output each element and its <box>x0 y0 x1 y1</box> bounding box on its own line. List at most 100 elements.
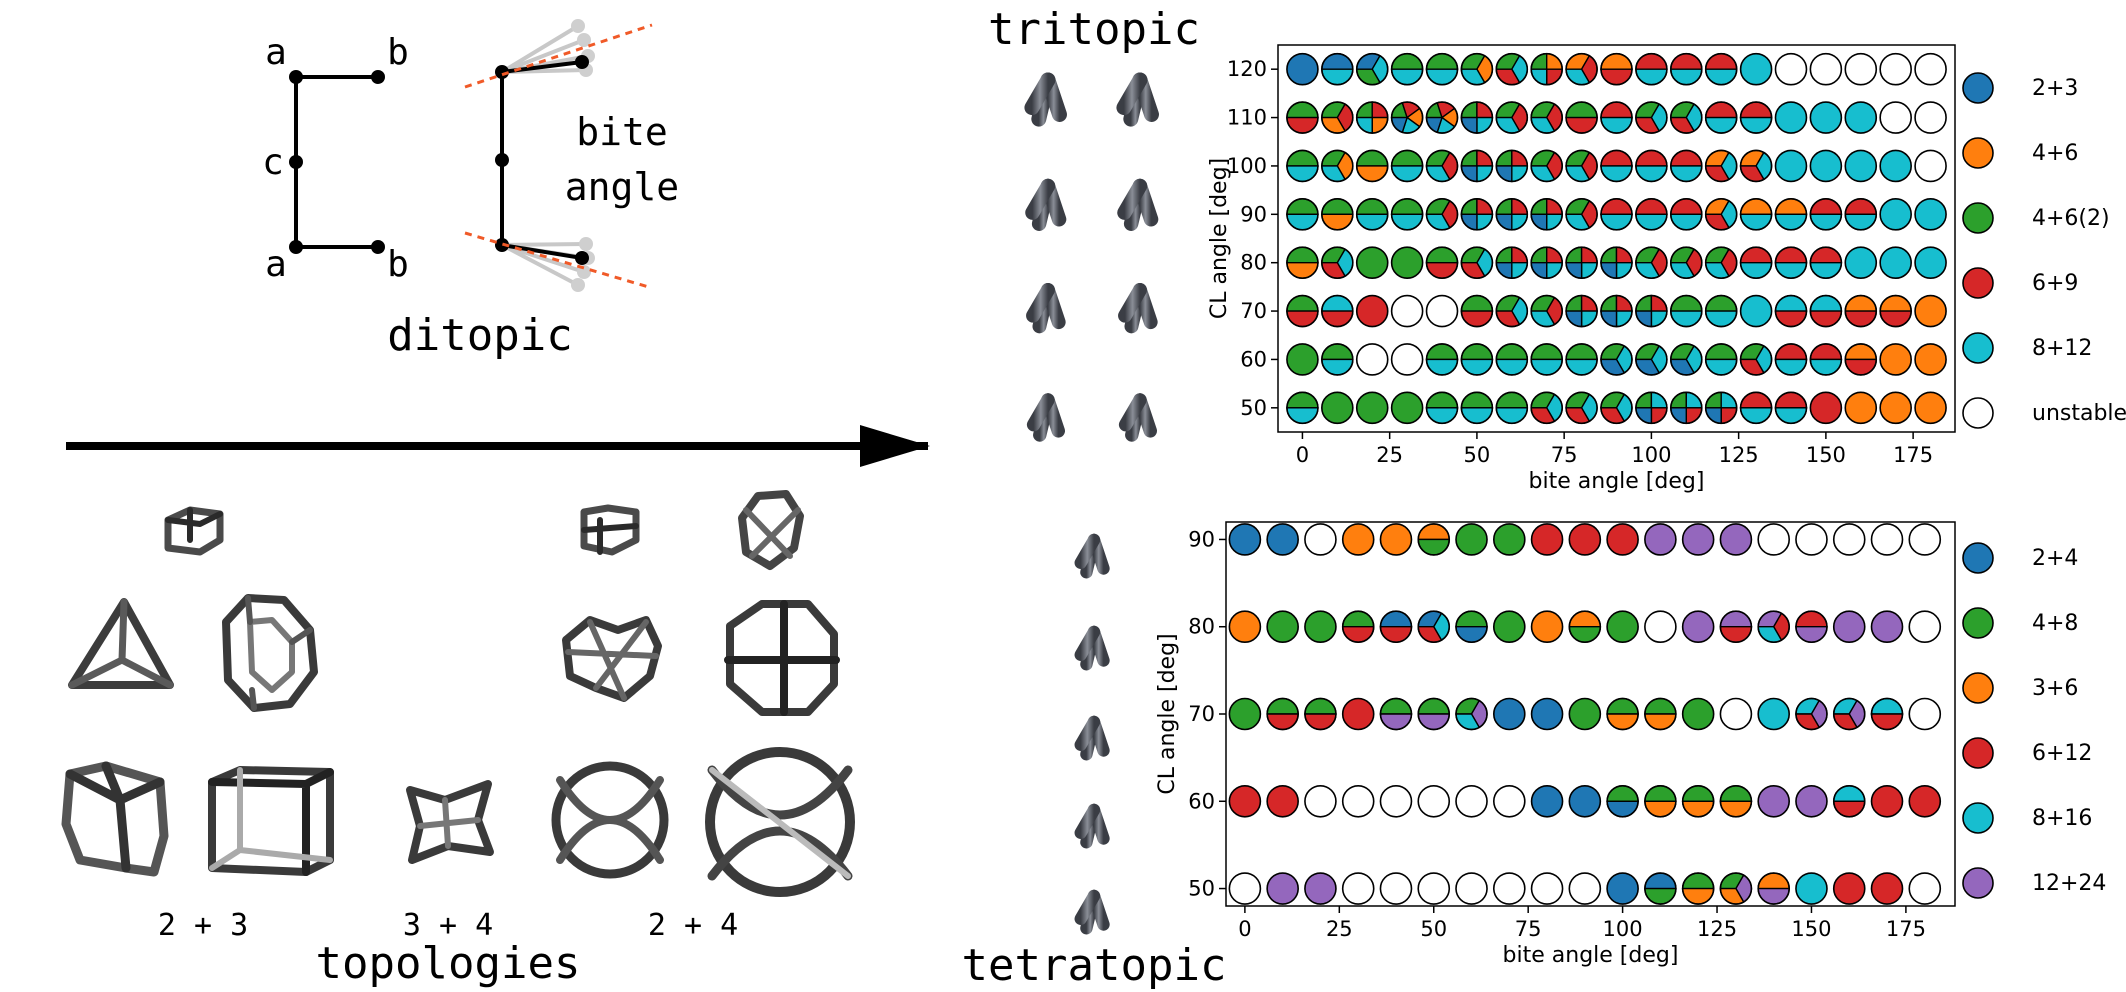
pie-slice <box>1739 391 1773 409</box>
pie-slice <box>1739 198 1773 216</box>
pie-marker <box>1286 246 1319 279</box>
pie-slice <box>1844 52 1878 86</box>
pie-slice <box>1795 784 1828 818</box>
pie-slice <box>1606 523 1639 556</box>
pie-slice <box>1809 358 1843 376</box>
pie-slice <box>1379 784 1413 818</box>
pie-marker <box>1606 610 1639 644</box>
pie-marker <box>1879 391 1912 425</box>
pie-slice <box>1774 101 1808 134</box>
pie-marker <box>1530 149 1564 183</box>
pie-marker <box>1600 101 1633 134</box>
pie-outline <box>1809 198 1843 231</box>
pie-slice <box>1681 697 1715 731</box>
pie-slice <box>1870 523 1904 556</box>
pie-slice <box>1908 697 1942 731</box>
pie-outline <box>1739 149 1773 183</box>
legend-label: 8+16 <box>2032 806 2092 831</box>
pie-slice <box>1739 213 1773 231</box>
pie-marker <box>1565 294 1598 328</box>
pie-outline <box>1530 294 1564 328</box>
pie-outline <box>1704 101 1738 134</box>
pie-marker <box>1266 610 1299 644</box>
pie-marker <box>1341 784 1375 818</box>
pie-outline <box>1832 784 1866 818</box>
pie-slice <box>1460 407 1494 424</box>
pie-marker <box>1774 198 1808 231</box>
pie-marker <box>1228 872 1262 905</box>
ditopic-schematic: a b c a b <box>262 19 679 361</box>
pie-marker <box>1321 198 1354 231</box>
pie-slice <box>1492 610 1526 644</box>
legend-swatch <box>1962 137 1994 169</box>
pie-outline <box>1870 697 1904 731</box>
pie-slice <box>1425 68 1459 86</box>
pie-slice <box>1266 872 1299 905</box>
pie-outline <box>1390 52 1424 86</box>
pie-slice <box>1719 626 1753 643</box>
pie-slice <box>1809 213 1843 231</box>
cage-2-4-small <box>580 504 640 556</box>
pie-marker <box>1908 784 1942 818</box>
pie-slice <box>1355 294 1389 328</box>
cage-octahedral-large <box>61 761 169 877</box>
pie-slice <box>1795 610 1828 628</box>
pie-outline <box>1304 697 1337 731</box>
tetratopic-block-4 <box>1074 792 1110 849</box>
pie-marker <box>1321 101 1354 134</box>
pie-marker <box>1774 149 1808 183</box>
pie-marker <box>1600 391 1633 425</box>
bite-label-line1: bite <box>576 110 668 154</box>
pie-marker <box>1757 610 1790 644</box>
pie-marker <box>1914 294 1947 328</box>
pie-slice <box>1495 407 1529 424</box>
pie-outline <box>1669 294 1703 328</box>
pie-slice <box>1321 358 1354 376</box>
pie-slice <box>1879 310 1912 328</box>
pie-outline <box>1704 52 1738 86</box>
pie-slice <box>1417 523 1450 541</box>
pie-marker <box>1739 391 1773 425</box>
pie-marker <box>1355 343 1389 376</box>
pie-marker <box>1774 246 1808 279</box>
pie-marker <box>1568 697 1602 731</box>
pie-outline <box>1379 610 1413 644</box>
tritopic-block-4-a <box>1026 381 1065 442</box>
pie-outline <box>1321 101 1354 134</box>
pie-outline <box>1460 52 1494 86</box>
pie-outline <box>1774 294 1808 328</box>
x-tick-label: 175 <box>1893 443 1933 467</box>
pie-slice <box>1719 800 1753 818</box>
pie-marker <box>1774 101 1808 134</box>
pie-marker <box>1228 697 1262 731</box>
pie-outline <box>1635 391 1668 425</box>
pie-marker <box>1455 697 1488 731</box>
legend-swatch <box>1962 737 1994 769</box>
pie-marker <box>1425 294 1459 328</box>
pie-marker <box>1390 246 1424 279</box>
legend-swatch <box>1962 202 1994 234</box>
pie-marker <box>1460 198 1494 231</box>
pie-marker <box>1739 149 1773 183</box>
pie-slice <box>1644 785 1677 802</box>
pie-outline <box>1669 198 1703 231</box>
pie-marker <box>1644 610 1677 644</box>
pie-marker <box>1844 391 1878 425</box>
y-tick-label: 60 <box>1240 347 1267 371</box>
pie-slice <box>1530 358 1563 376</box>
pie-outline <box>1635 343 1668 376</box>
pie-marker <box>1635 149 1668 183</box>
pie-marker <box>1495 101 1529 134</box>
pie-marker <box>1704 149 1738 183</box>
x-tick-label: 25 <box>1326 917 1353 941</box>
pie-slice <box>1719 785 1753 802</box>
pie-marker <box>1228 610 1262 644</box>
tetratopic-block-2 <box>1074 614 1110 671</box>
pie-outline <box>1266 697 1299 731</box>
pie-outline <box>1644 872 1677 905</box>
pie-slice <box>1719 697 1753 731</box>
x-tick-label: 150 <box>1806 443 1846 467</box>
pie-slice <box>1495 343 1529 361</box>
cage-3-4 <box>406 780 494 864</box>
pie-marker <box>1774 52 1808 86</box>
